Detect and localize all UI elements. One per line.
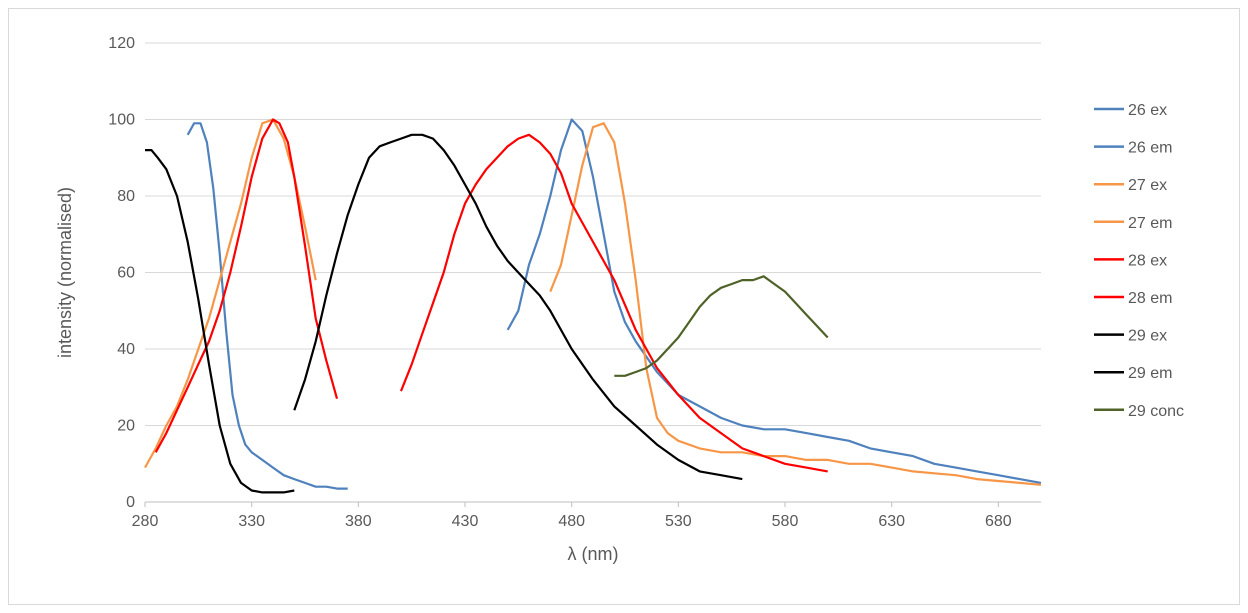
x-tick-label: 380 <box>345 513 372 530</box>
y-tick-label: 120 <box>108 35 135 52</box>
legend-label: 29 em <box>1128 365 1172 382</box>
legend-label: 29 conc <box>1128 403 1184 420</box>
legend: 26 ex 26 em 27 ex 27 em 28 ex 28 em 29 ex 29 em… <box>1094 102 1184 420</box>
legend-label: 26 em <box>1128 140 1172 157</box>
series-line-29-em <box>293 133 743 481</box>
series-line-29-ex <box>145 149 295 494</box>
y-tick-label: 60 <box>117 265 135 282</box>
legend-label: 27 em <box>1128 215 1172 232</box>
x-tick-label: 330 <box>238 513 265 530</box>
x-tick-label: 280 <box>132 513 159 530</box>
y-axis-label: intensity (normalised) <box>55 187 75 358</box>
x-tick-label: 680 <box>985 513 1012 530</box>
x-axis-label: λ (nm) <box>568 544 619 564</box>
legend-label: 28 em <box>1128 290 1172 307</box>
legend-label: 26 ex <box>1128 102 1167 119</box>
x-tick-label: 480 <box>558 513 585 530</box>
series-line-28-em <box>399 133 828 473</box>
series-line-27-em <box>549 122 1042 486</box>
y-tick-label: 40 <box>117 341 135 358</box>
series-line-29-conc <box>614 275 829 377</box>
x-tick-label: 580 <box>772 513 799 530</box>
y-tick-label: 80 <box>117 188 135 205</box>
series-line-26-ex <box>186 122 348 490</box>
y-tick-label: 100 <box>108 112 135 129</box>
axes: 0 20 40 60 80 100 120 280 330 380 430 480 530 580 630 6… <box>108 35 1041 530</box>
series-lines <box>144 118 1042 494</box>
series-line-26-em <box>506 118 1042 484</box>
series-line-28-ex <box>154 118 339 453</box>
y-tick-label: 0 <box>126 494 135 511</box>
y-tick-label: 20 <box>117 418 135 435</box>
x-tick-label: 630 <box>878 513 905 530</box>
series-line-27-ex <box>144 118 317 469</box>
chart-frame: 0 20 40 60 80 100 120 280 330 380 430 480 530 580 630 6… <box>8 8 1240 605</box>
x-tick-label: 530 <box>665 513 692 530</box>
legend-label: 29 ex <box>1128 328 1167 345</box>
legend-label: 28 ex <box>1128 252 1167 269</box>
x-tick-label: 430 <box>452 513 479 530</box>
gridlines <box>145 42 1041 503</box>
legend-label: 27 ex <box>1128 177 1167 194</box>
line-chart: 0 20 40 60 80 100 120 280 330 380 430 480 530 580 630 6… <box>55 35 1184 564</box>
